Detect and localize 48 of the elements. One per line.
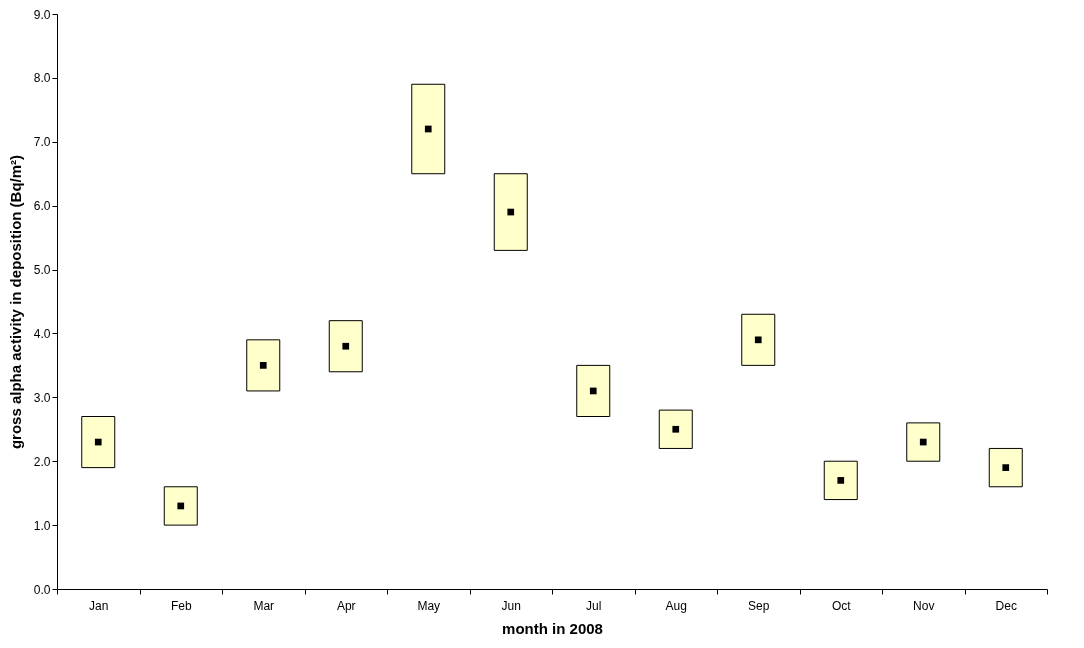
- x-tick-label: Jun: [501, 598, 521, 613]
- bar: [741, 313, 776, 366]
- y-tick-label: 2.0: [33, 454, 51, 469]
- bar: [988, 447, 1023, 488]
- x-axis-title: month in 2008: [502, 619, 603, 637]
- bar: [906, 422, 941, 462]
- x-tick-label: Nov: [913, 598, 935, 613]
- y-tick-label: 8.0: [33, 71, 51, 86]
- y-tick-label: 3.0: [33, 390, 51, 405]
- bar: [246, 339, 281, 392]
- y-axis-title: gross alpha activity in deposition (Bq/m²): [6, 154, 24, 450]
- point: [754, 336, 762, 344]
- y-tick-label: 9.0: [33, 7, 51, 22]
- point: [589, 387, 597, 395]
- x-tick-label: Sep: [748, 598, 770, 613]
- point: [94, 438, 102, 446]
- y-tick-label: 4.0: [33, 326, 51, 341]
- x-tick-label: Jul: [586, 598, 602, 613]
- point: [837, 477, 845, 484]
- x-tick-label: May: [417, 598, 441, 613]
- bar: [576, 364, 611, 417]
- bar: [81, 416, 116, 469]
- y-tick-label: 6.0: [33, 199, 51, 214]
- point: [1002, 464, 1010, 471]
- y-tick-label: 1.0: [33, 518, 51, 533]
- y-tick-label: 5.0: [33, 263, 51, 278]
- point: [672, 425, 680, 433]
- x-tick-label: Mar: [253, 598, 275, 613]
- point: [177, 502, 185, 510]
- bar: [823, 460, 858, 501]
- bar: [328, 320, 363, 373]
- y-tick-label: 0.0: [33, 582, 51, 597]
- point: [259, 362, 267, 369]
- x-tick-label: Aug: [665, 598, 687, 613]
- x-tick-label: Dec: [995, 598, 1017, 613]
- point: [507, 208, 515, 216]
- bar: [163, 486, 198, 526]
- y-tick-label: 7.0: [33, 135, 51, 150]
- x-tick-label: Oct: [831, 598, 852, 613]
- x-tick-label: Apr: [336, 598, 356, 613]
- point: [424, 125, 432, 133]
- bar: [411, 83, 446, 175]
- bar: [493, 173, 528, 251]
- bar: [658, 409, 693, 449]
- x-tick-label: Jan: [89, 598, 109, 613]
- point: [919, 438, 927, 446]
- point: [342, 342, 350, 350]
- x-tick-label: Feb: [170, 598, 192, 613]
